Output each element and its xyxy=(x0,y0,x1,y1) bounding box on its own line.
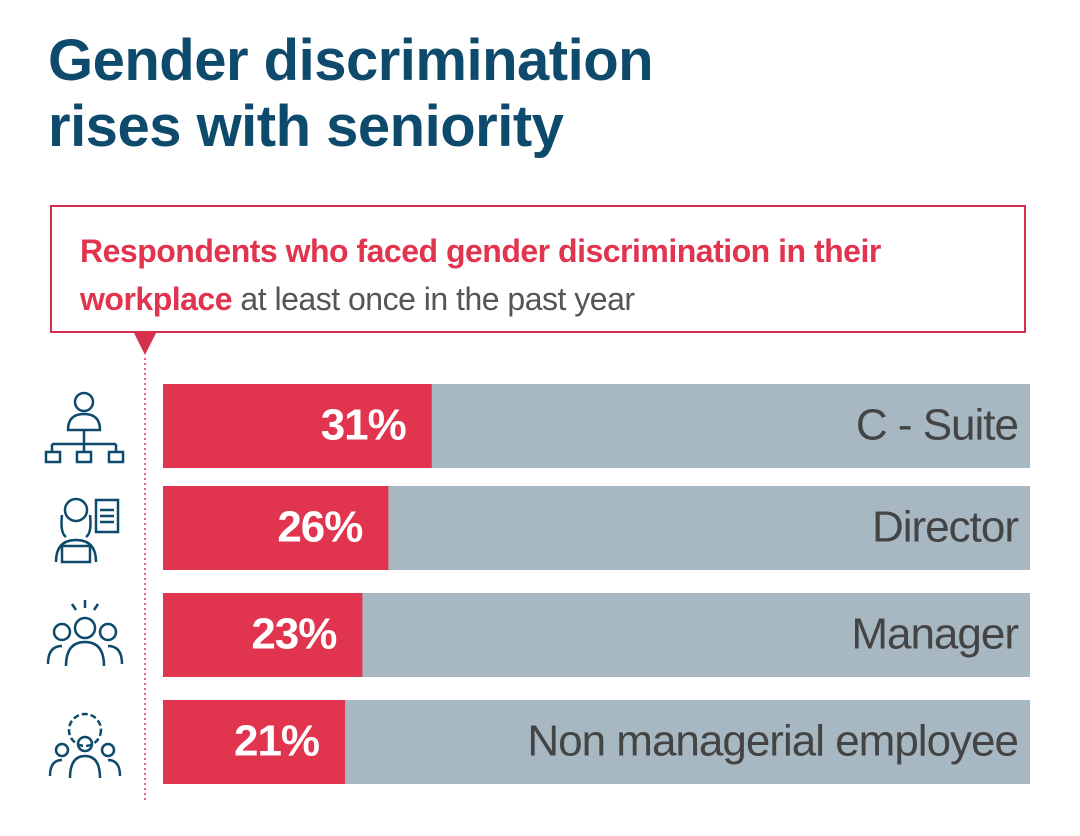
value-label: 21% xyxy=(234,717,319,766)
value-label: 31% xyxy=(321,401,406,450)
icon-csuite xyxy=(44,391,125,464)
bar xyxy=(163,384,432,468)
icon-employee xyxy=(48,712,122,779)
category-label: Director xyxy=(872,503,1018,552)
subtitle-highlight: Respondents who faced gender discriminat… xyxy=(80,233,881,317)
category-label: C - Suite xyxy=(856,401,1018,450)
bar xyxy=(163,486,389,570)
bar xyxy=(163,700,346,784)
bar xyxy=(163,593,363,677)
pointer xyxy=(134,333,156,355)
category-label: Non managerial employee xyxy=(527,717,1018,766)
chart-title: Gender discrimination rises with seniori… xyxy=(48,28,654,159)
subtitle-rest: at least once in the past year xyxy=(240,281,635,317)
icon-director xyxy=(54,497,120,564)
subtitle: Respondents who faced gender discriminat… xyxy=(80,227,910,323)
subtitle-box: Respondents who faced gender discriminat… xyxy=(50,205,1026,333)
category-label: Manager xyxy=(851,610,1018,659)
value-label: 23% xyxy=(251,610,336,659)
icon-manager xyxy=(46,600,124,667)
value-label: 26% xyxy=(277,503,362,552)
